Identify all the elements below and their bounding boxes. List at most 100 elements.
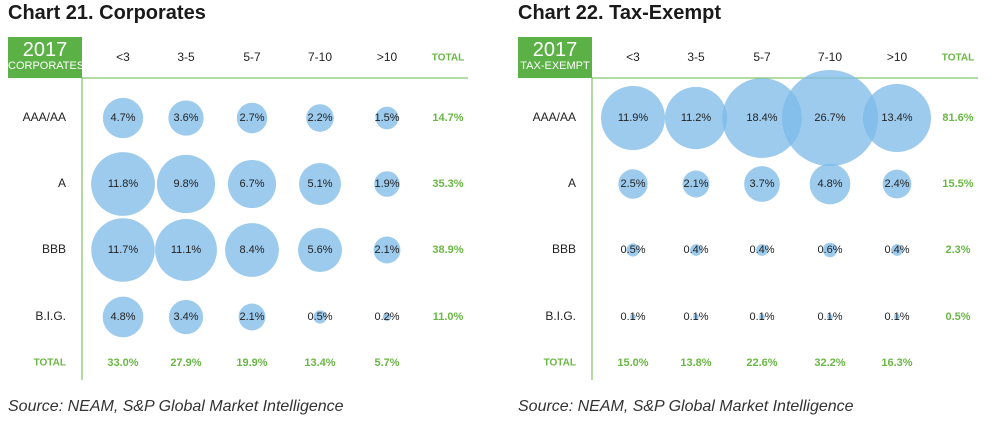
data-label: 2.5% — [620, 178, 645, 190]
row-header: B.I.G. — [35, 309, 66, 323]
year-badge: 2017 TAX-EXEMPT — [518, 37, 592, 78]
bubble — [782, 70, 878, 166]
column-header: >10 — [377, 50, 398, 64]
data-label: 0.1% — [620, 311, 645, 323]
data-label: 18.4% — [746, 112, 777, 124]
column-total: 16.3% — [881, 357, 912, 369]
row-total: 81.6% — [942, 112, 973, 124]
data-label: 0.1% — [884, 311, 909, 323]
column-total: 13.8% — [680, 357, 711, 369]
bubble — [891, 244, 903, 256]
bubble — [156, 154, 216, 214]
column-total: 27.9% — [170, 357, 201, 369]
bubble — [373, 236, 401, 264]
data-label: 5.1% — [307, 178, 332, 190]
data-label: 9.8% — [173, 178, 198, 190]
data-label: 0.4% — [749, 244, 774, 256]
row-total: 11.0% — [433, 311, 464, 323]
bubble — [693, 314, 699, 320]
data-label: 1.5% — [374, 112, 399, 124]
chart-panel-corporates: Chart 21. Corporates 2017 CORPORATES <3 3… — [0, 0, 480, 421]
badge-category: CORPORATES — [8, 60, 85, 72]
column-header: <3 — [626, 50, 640, 64]
bubble — [722, 78, 802, 158]
data-label: 2.1% — [683, 178, 708, 190]
data-label: 11.1% — [171, 244, 202, 256]
data-label: 0.1% — [683, 311, 708, 323]
source-note: Source: NEAM, S&P Global Market Intellig… — [518, 398, 854, 415]
bubble — [630, 314, 636, 320]
data-label: 3.6% — [173, 112, 198, 124]
bubble — [827, 314, 833, 320]
data-label: 0.1% — [817, 311, 842, 323]
data-label: 2.1% — [239, 311, 264, 323]
column-total: 5.7% — [374, 357, 399, 369]
bubble — [759, 314, 765, 320]
bubble-plot: <3 3-5 5-7 7-10 >10 TOTAL AAA/AA A BBB B.I.G. TOTA… — [23, 50, 468, 380]
data-label: 3.7% — [749, 178, 774, 190]
badge-year: 2017 — [532, 39, 578, 61]
bubble — [600, 85, 666, 151]
column-header-total: TOTAL — [432, 53, 464, 64]
column-header: 3-5 — [687, 50, 705, 64]
column-header: 5-7 — [243, 50, 261, 64]
column-total: 13.4% — [304, 357, 335, 369]
row-total: 14.7% — [432, 112, 463, 124]
column-total: 15.0% — [617, 357, 648, 369]
row-total: 35.3% — [432, 178, 463, 190]
data-label: 6.7% — [239, 178, 264, 190]
data-label: 5.6% — [307, 244, 332, 256]
bubble — [756, 244, 768, 256]
bubble — [626, 243, 640, 257]
chart-title: Chart 22. Tax-Exempt — [518, 2, 722, 24]
bubble — [238, 303, 266, 331]
data-label: 0.5% — [620, 244, 645, 256]
bubble — [682, 170, 710, 198]
bubble — [102, 296, 144, 338]
data-label: 0.5% — [307, 311, 332, 323]
bubble — [227, 159, 277, 209]
data-label: 13.4% — [881, 112, 912, 124]
row-header: B.I.G. — [545, 309, 576, 323]
data-label: 2.4% — [884, 178, 909, 190]
data-label: 2.2% — [307, 112, 332, 124]
row-total: 15.5% — [942, 178, 973, 190]
data-label: 11.7% — [108, 244, 139, 256]
data-label: 11.2% — [681, 112, 712, 124]
row-header: BBB — [552, 242, 576, 256]
bubble — [313, 310, 327, 324]
column-header: 3-5 — [177, 50, 195, 64]
column-header: 7-10 — [308, 50, 332, 64]
data-label: 11.9% — [618, 112, 649, 124]
data-label: 4.7% — [110, 112, 135, 124]
data-label: 0.2% — [374, 311, 399, 323]
data-label: 2.7% — [239, 112, 264, 124]
bubble — [225, 223, 279, 277]
bubble — [744, 166, 780, 202]
bubble — [882, 169, 912, 199]
bubble — [809, 163, 851, 205]
bubble — [91, 218, 155, 282]
data-label: 0.1% — [749, 311, 774, 323]
bubble — [298, 228, 342, 272]
bubble — [155, 219, 217, 281]
row-total: 38.9% — [432, 244, 463, 256]
column-header: <3 — [116, 50, 130, 64]
chart-panel-tax-exempt: Chart 22. Tax-Exempt 2017 TAX-EXEMPT <3 3… — [510, 0, 990, 421]
row-header: BBB — [42, 242, 66, 256]
bubble — [168, 299, 204, 335]
bubble — [822, 242, 838, 258]
bubble — [375, 106, 399, 130]
bubble — [91, 152, 155, 216]
bubble — [236, 102, 268, 134]
data-label: 4.8% — [817, 178, 842, 190]
badge-year: 2017 — [22, 39, 68, 61]
column-total: 32.2% — [814, 357, 845, 369]
data-label: 2.1% — [374, 244, 399, 256]
bubble — [863, 84, 931, 152]
row-header: A — [568, 176, 576, 190]
data-label: 0.6% — [817, 244, 842, 256]
column-header: >10 — [887, 50, 908, 64]
bubble — [374, 171, 400, 197]
column-header: 7-10 — [818, 50, 842, 64]
